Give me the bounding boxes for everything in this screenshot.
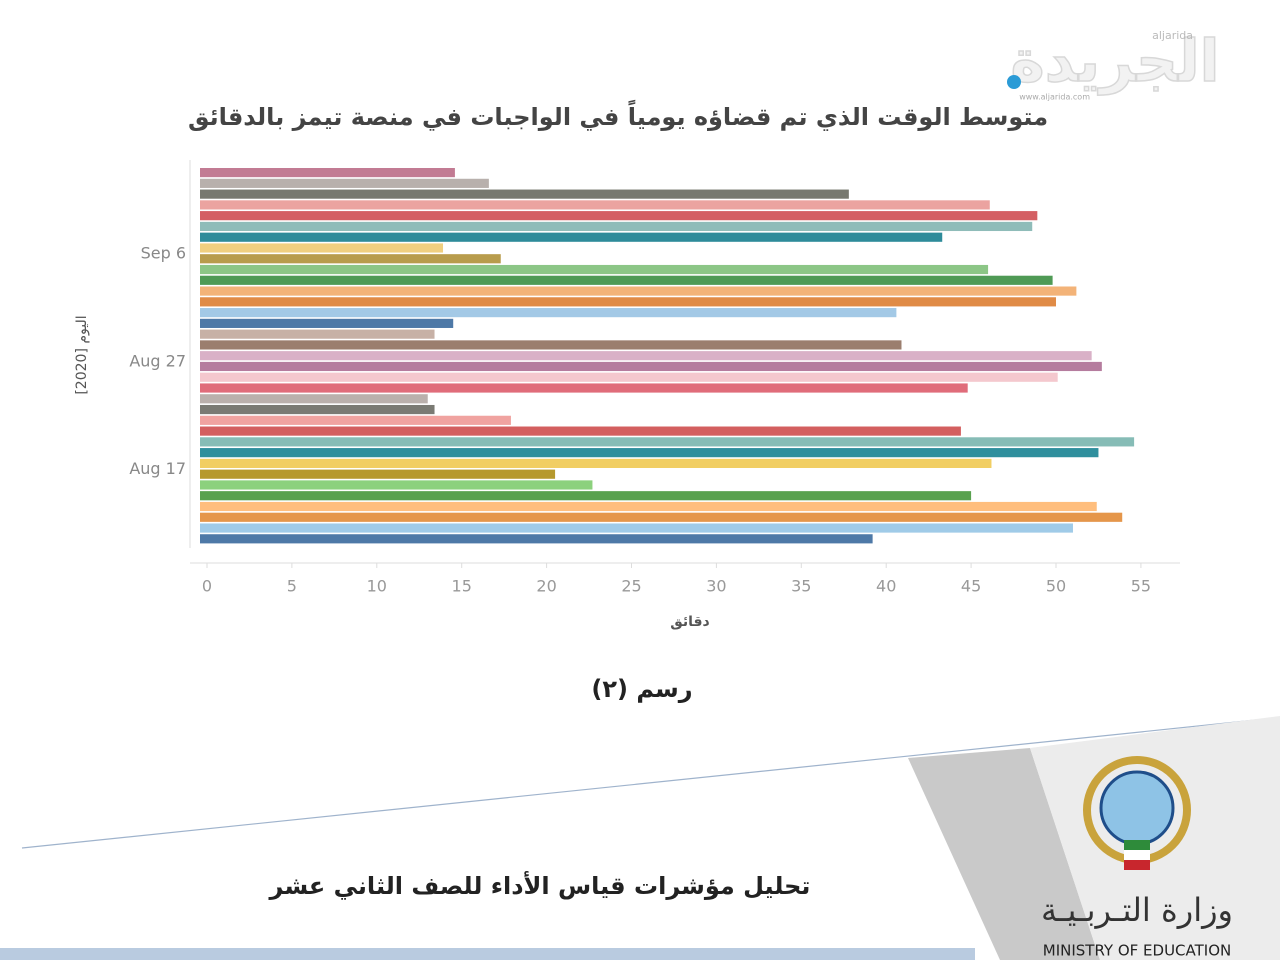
bar	[200, 254, 501, 264]
bar	[200, 200, 990, 210]
watermark-dot	[1007, 75, 1021, 89]
bar	[200, 501, 1097, 512]
x-tick-label: 0	[202, 577, 212, 596]
bar	[200, 232, 943, 242]
bar	[200, 383, 968, 393]
bar	[200, 286, 1077, 296]
bar	[200, 491, 972, 501]
bar	[200, 178, 489, 188]
ministry-ar: وزارة التـربـيـة	[1041, 891, 1233, 929]
bar	[200, 469, 556, 479]
bar	[200, 264, 989, 275]
emblem-flag	[1124, 850, 1150, 860]
bar	[200, 361, 1102, 372]
bar	[200, 523, 1073, 533]
caption: رسم (٢)	[591, 675, 692, 703]
bar	[200, 372, 1058, 382]
emblem	[1083, 756, 1191, 870]
bar	[200, 297, 1056, 307]
ministry-en: MINISTRY OF EDUCATION	[1043, 942, 1231, 960]
y-tick-label: Aug 27	[129, 351, 186, 370]
x-tick-label: 5	[287, 577, 297, 596]
x-tick-label: 10	[367, 577, 387, 596]
bar	[200, 329, 435, 339]
bar	[200, 512, 1123, 522]
bar	[200, 340, 902, 350]
bar	[200, 480, 593, 490]
watermark-url: www.aljarida.com	[1019, 93, 1090, 102]
x-axis-label: دقائق	[670, 614, 709, 630]
bar	[200, 404, 435, 415]
bar	[200, 168, 455, 178]
x-tick-label: 45	[961, 577, 981, 596]
emblem-center	[1099, 770, 1175, 846]
decor-shape	[908, 748, 1100, 960]
bottom-strip	[0, 948, 975, 960]
bar	[200, 458, 992, 468]
x-tick-label: 25	[621, 577, 641, 596]
x-tick-label: 50	[1046, 577, 1066, 596]
x-tick-label: 35	[791, 577, 811, 596]
emblem-flag	[1124, 860, 1150, 870]
bar	[200, 275, 1053, 285]
y-tick-label: Sep 6	[141, 244, 186, 263]
bar	[200, 351, 1092, 361]
bar	[200, 189, 849, 199]
x-tick-label: 30	[706, 577, 726, 596]
bar	[200, 243, 444, 253]
x-tick-label: 20	[536, 577, 556, 596]
bar	[200, 221, 1033, 232]
bar	[200, 534, 873, 544]
bar	[200, 437, 1135, 447]
footer: تحليل مؤشرات قياس الأداء للصف الثاني عشر…	[0, 716, 1280, 960]
divider	[21, 717, 1276, 849]
bar	[200, 394, 428, 404]
x-tick-label: 15	[452, 577, 472, 596]
bar	[200, 318, 454, 328]
chart-title: متوسط الوقت الذي تم قضاؤه يومياً في الوا…	[188, 100, 1048, 131]
footer-title: تحليل مؤشرات قياس الأداء للصف الثاني عشر	[269, 871, 811, 900]
x-tick-label: 40	[876, 577, 896, 596]
bar	[200, 415, 511, 425]
bar	[200, 448, 1099, 458]
y-axis-label: اليوم [2020]	[74, 315, 90, 394]
x-tick-label: 55	[1131, 577, 1151, 596]
watermark-latin: aljarida	[1152, 29, 1193, 42]
bar	[200, 308, 897, 318]
watermark: الجريدة aljarida www.aljarida.com	[1007, 26, 1220, 102]
y-tick-label: Aug 17	[129, 459, 186, 478]
bar	[200, 211, 1038, 221]
bar	[200, 426, 961, 436]
watermark-logo: الجريدة	[1010, 27, 1219, 96]
